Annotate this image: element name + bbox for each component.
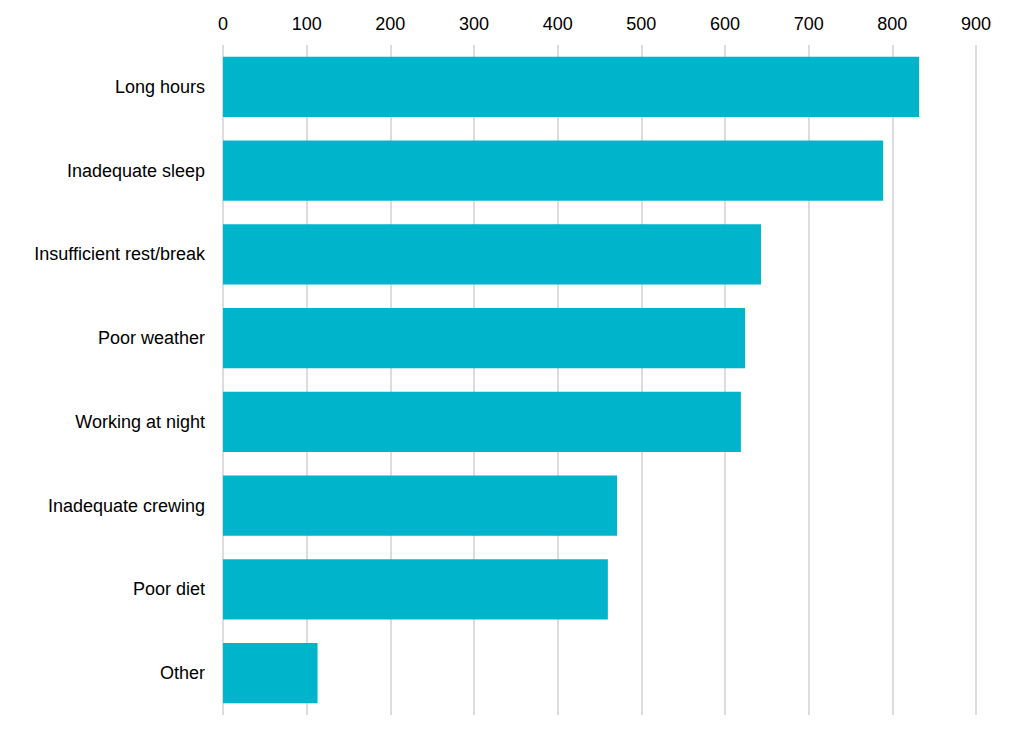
svg-text:Working at night: Working at night — [75, 412, 205, 432]
svg-text:Long hours: Long hours — [115, 77, 205, 97]
svg-text:400: 400 — [543, 14, 573, 34]
svg-text:Inadequate crewing: Inadequate crewing — [48, 496, 205, 516]
svg-text:Poor diet: Poor diet — [133, 579, 205, 599]
svg-text:800: 800 — [877, 14, 907, 34]
svg-text:900: 900 — [961, 14, 991, 34]
svg-text:500: 500 — [626, 14, 656, 34]
svg-text:100: 100 — [292, 14, 322, 34]
svg-text:200: 200 — [375, 14, 405, 34]
svg-text:Inadequate sleep: Inadequate sleep — [67, 161, 205, 181]
svg-text:700: 700 — [794, 14, 824, 34]
svg-text:0: 0 — [218, 14, 228, 34]
svg-text:Other: Other — [160, 663, 205, 683]
svg-text:Insufficient rest/break: Insufficient rest/break — [34, 244, 206, 264]
svg-text:300: 300 — [459, 14, 489, 34]
svg-text:600: 600 — [710, 14, 740, 34]
svg-text:Poor weather: Poor weather — [98, 328, 205, 348]
